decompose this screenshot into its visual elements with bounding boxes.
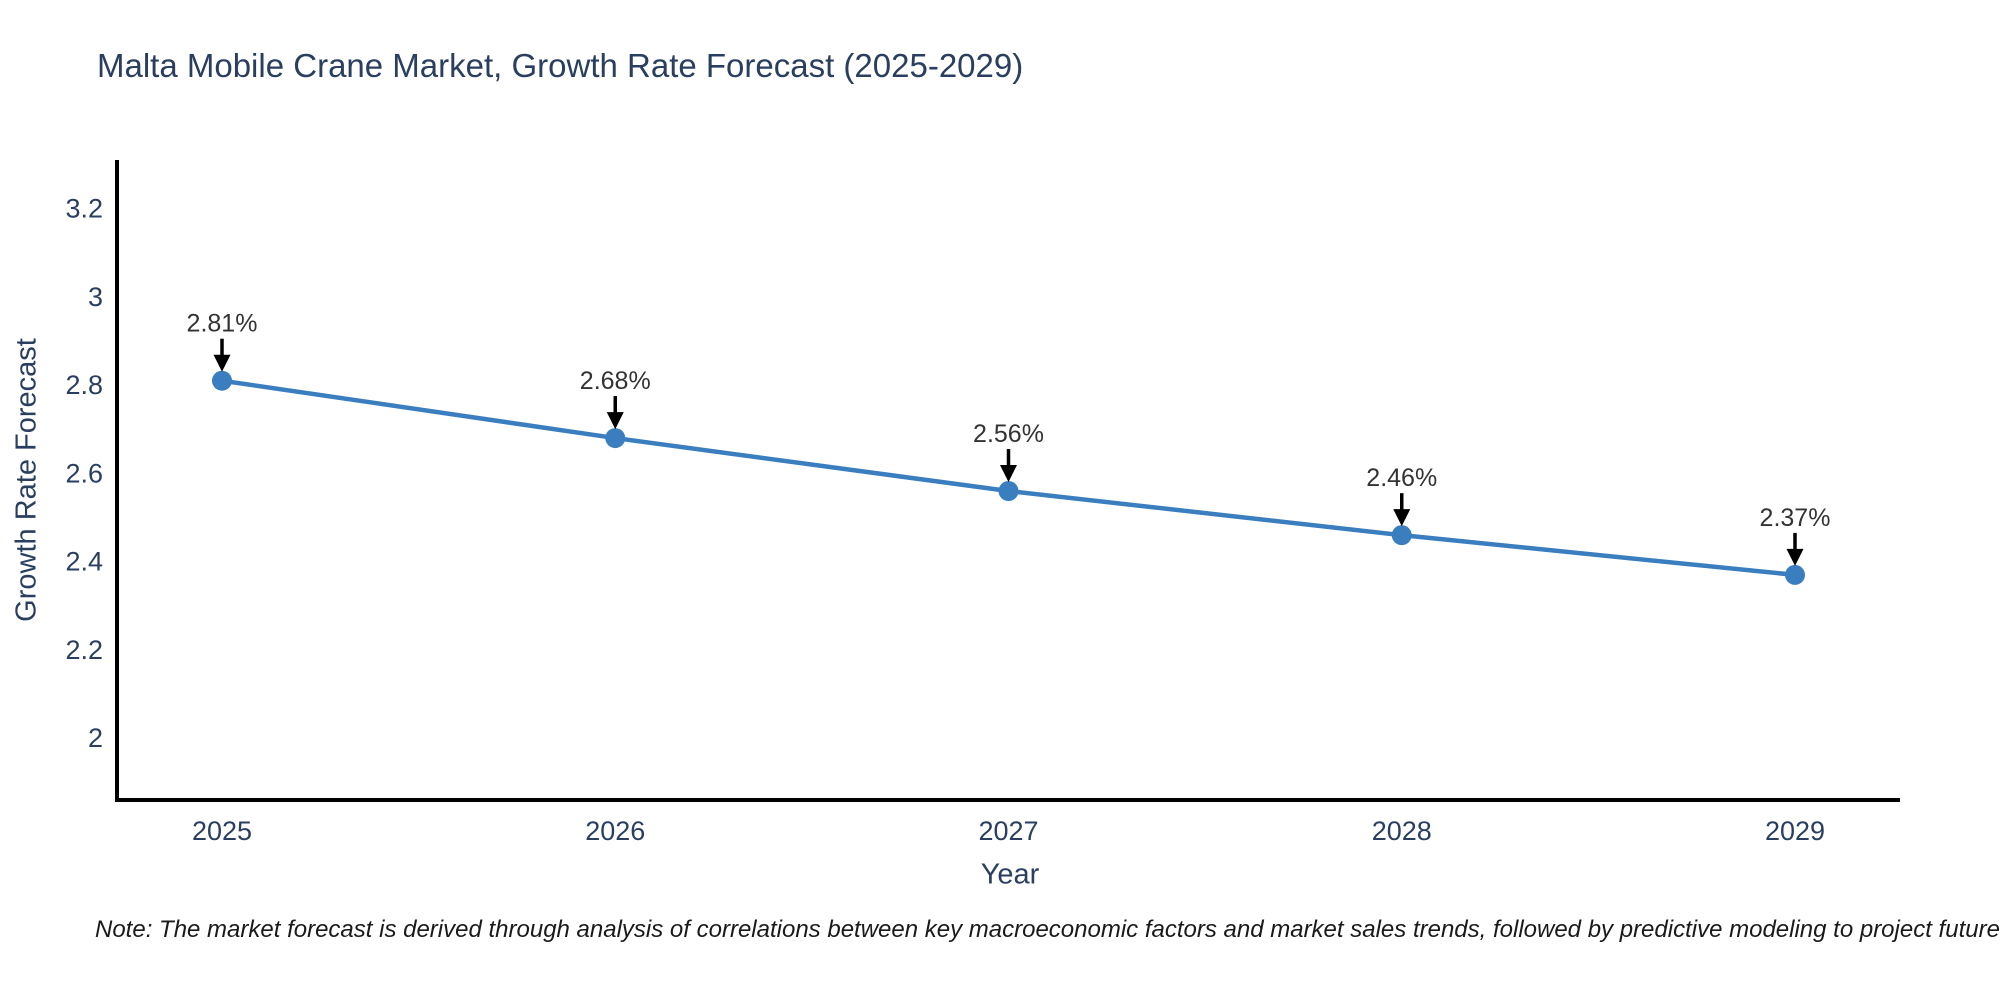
point-label-2027: 2.56% bbox=[973, 420, 1044, 448]
x-tick-label-2026: 2026 bbox=[585, 816, 645, 846]
annotation-arrowhead-2028 bbox=[1393, 509, 1411, 527]
y-axis-title: Growth Rate Forecast bbox=[10, 338, 43, 622]
point-label-2025: 2.81% bbox=[187, 310, 258, 338]
chart-title: Malta Mobile Crane Market, Growth Rate F… bbox=[97, 47, 1024, 84]
x-tick-label-2027: 2027 bbox=[978, 816, 1038, 846]
point-label-2028: 2.46% bbox=[1366, 464, 1437, 492]
y-tick-label-2.6: 2.6 bbox=[65, 458, 103, 488]
annotation-arrowhead-2029 bbox=[1786, 548, 1804, 566]
point-label-2026: 2.68% bbox=[580, 367, 651, 395]
y-tick-label-2.4: 2.4 bbox=[65, 547, 103, 577]
annotation-arrowhead-2027 bbox=[1000, 465, 1017, 483]
data-point-2025[interactable] bbox=[212, 370, 232, 391]
data-point-2027[interactable] bbox=[998, 481, 1019, 502]
y-tick-label-3: 3 bbox=[88, 282, 103, 312]
x-tick-label-2025: 2025 bbox=[192, 816, 252, 846]
y-tick-label-2.2: 2.2 bbox=[65, 635, 103, 665]
point-label-2029: 2.37% bbox=[1760, 504, 1831, 532]
data-point-2028[interactable] bbox=[1391, 525, 1412, 546]
y-tick-label-2: 2 bbox=[88, 723, 103, 753]
footnote: Note: The market forecast is derived thr… bbox=[95, 916, 2000, 943]
data-point-2026[interactable] bbox=[605, 428, 626, 449]
y-tick-label-3.2: 3.2 bbox=[65, 194, 103, 224]
annotation-arrowhead-2025 bbox=[213, 354, 231, 372]
x-axis-title: Year bbox=[980, 858, 1040, 891]
data-point-2029[interactable] bbox=[1785, 564, 1805, 585]
annotation-arrowhead-2026 bbox=[606, 412, 624, 430]
x-tick-label-2029: 2029 bbox=[1765, 816, 1825, 846]
x-tick-label-2028: 2028 bbox=[1372, 816, 1432, 846]
y-tick-label-2.8: 2.8 bbox=[65, 370, 103, 400]
